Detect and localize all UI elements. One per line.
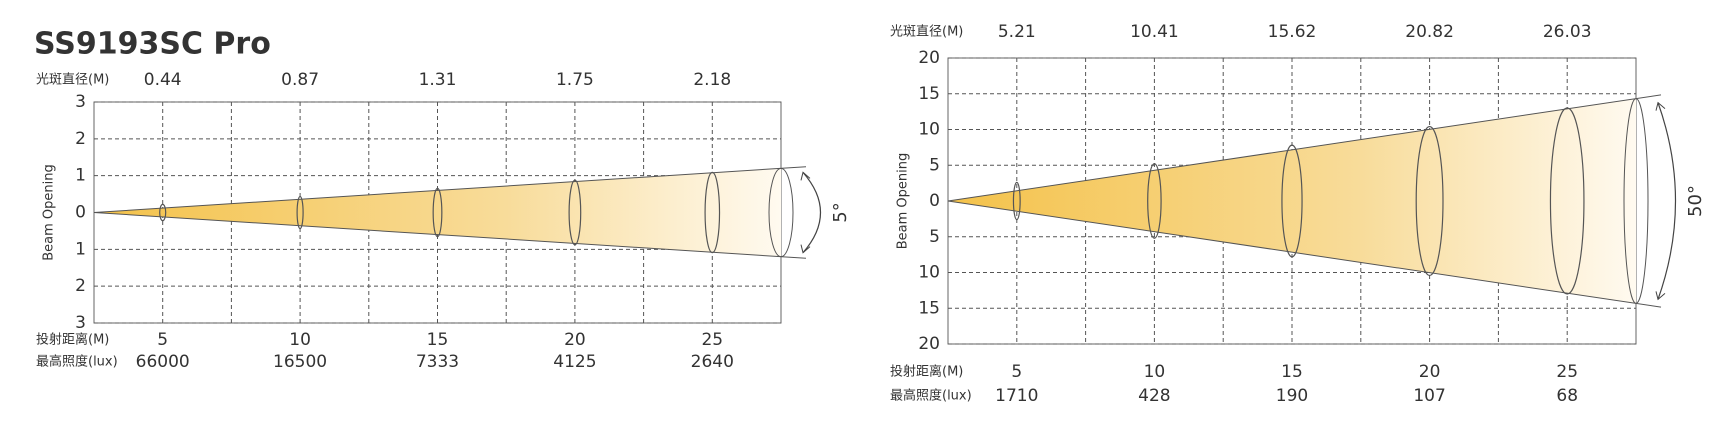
angle-arrow bbox=[800, 171, 811, 181]
beam-cone bbox=[94, 168, 781, 257]
distance-label: 15 bbox=[1281, 362, 1303, 382]
y-tick-label: 5 bbox=[929, 155, 940, 175]
beam-section bbox=[704, 171, 721, 254]
y-axis-label: Beam Opening bbox=[42, 164, 57, 261]
illuminance-label: 1710 bbox=[995, 386, 1038, 406]
beam-section bbox=[1012, 181, 1021, 221]
y-tick-label: 20 bbox=[918, 334, 940, 354]
y-tick-label: 0 bbox=[75, 203, 86, 223]
illuminance-header: 最高照度(lux) bbox=[36, 354, 118, 370]
distance-label: 20 bbox=[1419, 362, 1441, 382]
illuminance-label: 66000 bbox=[136, 352, 190, 372]
diameter-label: 1.31 bbox=[419, 70, 457, 90]
distance-label: 20 bbox=[564, 330, 586, 350]
diameter-label: 20.82 bbox=[1405, 22, 1454, 42]
beam-section bbox=[432, 187, 443, 238]
page-title: SS9193SC Pro bbox=[34, 27, 271, 62]
distance-label: 15 bbox=[427, 330, 449, 350]
y-tick-label: 1 bbox=[75, 239, 86, 259]
distance-header: 投射距离(M) bbox=[36, 332, 109, 348]
illuminance-header: 最高照度(lux) bbox=[890, 388, 972, 404]
diameter-label: 1.75 bbox=[556, 70, 594, 90]
beam-section bbox=[1415, 125, 1444, 277]
diameter-header: 光斑直径(M) bbox=[36, 73, 109, 88]
y-tick-label: 0 bbox=[929, 191, 940, 211]
illuminance-label: 107 bbox=[1413, 386, 1445, 406]
beam-section bbox=[1549, 107, 1585, 295]
y-tick-label: 1 bbox=[75, 166, 86, 186]
beam-end bbox=[1623, 98, 1649, 304]
y-tick-label: 2 bbox=[75, 129, 86, 149]
angle-label: 5° bbox=[830, 202, 851, 222]
y-tick-label: 20 bbox=[918, 48, 940, 68]
distance-label: 10 bbox=[289, 330, 311, 350]
y-tick-label: 2 bbox=[75, 276, 86, 296]
beam-edge bbox=[947, 94, 1662, 202]
y-tick-label: 5 bbox=[929, 227, 940, 247]
diameter-label: 26.03 bbox=[1543, 22, 1592, 42]
beam-section bbox=[568, 179, 582, 246]
beam-edge bbox=[93, 166, 807, 213]
illuminance-label: 4125 bbox=[553, 352, 596, 372]
diameter-header: 光斑直径(M) bbox=[890, 25, 963, 40]
illuminance-label: 68 bbox=[1556, 386, 1578, 406]
diameter-label: 5.21 bbox=[998, 22, 1036, 42]
illuminance-label: 7333 bbox=[416, 352, 459, 372]
beam-section bbox=[159, 203, 167, 222]
angle-arrow bbox=[800, 244, 811, 254]
distance-label: 10 bbox=[1144, 362, 1166, 382]
diameter-label: 0.87 bbox=[281, 70, 319, 90]
angle-arrow bbox=[1655, 101, 1666, 111]
y-tick-label: 3 bbox=[75, 313, 86, 333]
distance-label: 25 bbox=[701, 330, 723, 350]
angle-arc bbox=[1657, 102, 1677, 300]
angle-arrow bbox=[1655, 291, 1666, 301]
diameter-label: 10.41 bbox=[1130, 22, 1179, 42]
beam-section bbox=[1281, 144, 1303, 258]
beam-section bbox=[296, 195, 304, 230]
y-tick-label: 10 bbox=[918, 120, 940, 140]
diameter-label: 0.44 bbox=[144, 70, 182, 90]
distance-label: 5 bbox=[1011, 362, 1022, 382]
diameter-label: 15.62 bbox=[1268, 22, 1317, 42]
distance-label: 5 bbox=[157, 330, 168, 350]
beam-section bbox=[1147, 163, 1162, 239]
y-tick-label: 3 bbox=[75, 92, 86, 112]
illuminance-label: 16500 bbox=[273, 352, 327, 372]
angle-arc bbox=[802, 171, 822, 254]
beam-end bbox=[768, 167, 794, 258]
beam-edge bbox=[93, 212, 807, 259]
beam-edge bbox=[947, 200, 1662, 308]
diameter-label: 2.18 bbox=[693, 70, 731, 90]
y-tick-label: 15 bbox=[918, 298, 940, 318]
illuminance-label: 190 bbox=[1276, 386, 1308, 406]
y-axis-label: Beam Opening bbox=[896, 153, 911, 250]
y-tick-label: 10 bbox=[918, 263, 940, 283]
angle-label: 50° bbox=[1685, 185, 1706, 217]
illuminance-label: 428 bbox=[1138, 386, 1170, 406]
distance-label: 25 bbox=[1556, 362, 1578, 382]
beam-cone bbox=[948, 98, 1636, 304]
distance-header: 投射距离(M) bbox=[890, 364, 963, 380]
y-tick-label: 15 bbox=[918, 84, 940, 104]
illuminance-label: 2640 bbox=[691, 352, 734, 372]
